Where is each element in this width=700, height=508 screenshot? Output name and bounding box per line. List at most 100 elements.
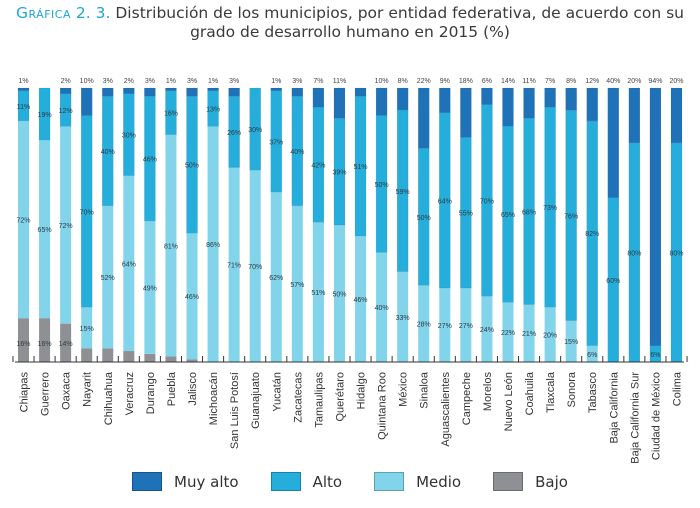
x-tick-label-puebla: Puebla (166, 371, 178, 406)
label-muy-alto-mexico: 8% (398, 78, 408, 85)
bar-medio-chihuahua (102, 205, 114, 349)
bar-muy-alto-nayarit (80, 87, 93, 116)
bar-bajo-oaxaca (60, 323, 72, 362)
bar-medio-durango (144, 220, 156, 354)
label-muy-alto-jalisco: 3% (187, 78, 197, 85)
x-tick-label-sinaloa: Sinaloa (419, 371, 431, 409)
x-tick-label-oaxaca: Oaxaca (61, 371, 73, 410)
label-alto-jalisco: 50% (185, 163, 199, 170)
x-tick-label-guerrero: Guerrero (40, 372, 52, 416)
bar-bajo-durango (144, 353, 156, 362)
bar-group-queretaro: 50% 39% 11% (332, 78, 346, 362)
bar-muy-alto-baja-california (607, 87, 620, 198)
label-muy-alto-puebla: 1% (166, 78, 176, 85)
chart-title: Gráfica 2. 3. Distribución de los munici… (0, 4, 700, 42)
label-medio-nuevo-leon: 22% (501, 330, 515, 337)
label-alto-tabasco: 82% (585, 231, 599, 238)
x-tick-label-colima: Colima (672, 371, 684, 406)
label-bajo-oaxaca: 14% (59, 341, 73, 348)
bar-group-chiapas: 16% 72% 11% 1% (16, 78, 31, 362)
x-tick-label-hidalgo: Hidalgo (356, 372, 368, 409)
label-medio-durango: 49% (143, 285, 157, 292)
stacked-bar-chart: 16% 72% 11% 1% Chiapas 16% 65% 19% Guerrero 14% 72… (12, 78, 688, 464)
legend-label-bajo: Bajo (535, 472, 568, 491)
bar-muy-alto-durango (144, 87, 156, 97)
label-muy-alto-tamaulipas: 7% (313, 78, 323, 85)
x-tick-label-veracruz: Veracruz (124, 372, 136, 415)
bar-group-yucatan: 62% 37% 1% (269, 78, 283, 362)
bar-medio-nuevo-leon (502, 302, 514, 362)
label-medio-puebla: 81% (164, 244, 178, 251)
bar-medio-tamaulipas (312, 222, 324, 362)
bar-medio-mexico (397, 271, 409, 362)
label-alto-puebla: 16% (164, 111, 178, 118)
label-medio-aguascalientes: 27% (438, 323, 452, 330)
label-muy-alto-tlaxcala: 7% (545, 78, 555, 85)
bar-alto-guerrero (38, 87, 51, 141)
legend-label-muy-alto: Muy alto (174, 472, 239, 491)
bar-group-morelos: 24% 70% 6% (480, 78, 494, 362)
label-alto-tlaxcala: 73% (543, 205, 557, 212)
label-muy-alto-tabasco: 12% (585, 78, 599, 85)
bar-medio-yucatan (270, 192, 282, 362)
label-muy-alto-sinaloa: 22% (417, 78, 431, 85)
label-medio-san-luis-potosi: 71% (227, 263, 241, 270)
x-tick-label-quintana-roo: Quintana Roo (377, 372, 389, 440)
x-tick-label-san-luis-potosi: San Luis Potosí (229, 372, 241, 449)
x-tick-label-tlaxcala: Tlaxcala (545, 371, 557, 413)
label-alto-nuevo-leon: 65% (501, 212, 515, 219)
bar-group-tabasco: 6% 82% 12% (585, 78, 599, 362)
bar-group-durango: 3%49%46%3% (143, 78, 157, 362)
bar-group-baja-california-sur: 80% 20% (627, 78, 641, 363)
label-alto-oaxaca: 12% (59, 108, 73, 115)
bar-muy-alto-yucatan (270, 87, 283, 91)
bar-group-mexico: 33% 59% 8% (396, 78, 410, 362)
bar-muy-alto-nuevo-leon (502, 87, 514, 127)
label-alto-san-luis-potosi: 26% (227, 130, 241, 137)
label-alto-sinaloa: 50% (417, 215, 431, 222)
legend-item-bajo: Bajo (493, 472, 568, 491)
bar-muy-alto-tlaxcala (544, 87, 556, 108)
legend: Muy alto Alto Medio Bajo (0, 472, 700, 491)
title-number: 2. 3. (75, 4, 111, 22)
bar-group-puebla: 2%81%16%1% (164, 78, 178, 362)
label-medio-chiapas: 72% (16, 218, 30, 225)
label-medio-yucatan: 62% (269, 275, 283, 282)
label-muy-alto-morelos: 6% (482, 78, 492, 85)
label-medio-chihuahua: 52% (101, 275, 115, 282)
bar-muy-alto-zacatecas (291, 87, 304, 97)
bar-alto-nuevo-leon (502, 125, 514, 303)
bar-muy-alto-michoacan (207, 87, 219, 91)
bar-muy-alto-chihuahua (102, 87, 114, 97)
bar-group-guerrero: 16% 65% 19% (38, 87, 52, 362)
bar-medio-guerrero (39, 140, 51, 319)
label-alto-ciudad-de-mexico: 6% (650, 352, 660, 359)
label-medio-morelos: 24% (480, 327, 494, 334)
bar-medio-tabasco (586, 345, 598, 362)
bar-group-oaxaca: 14% 72% 12% 2% (59, 78, 73, 362)
x-tick-label-chiapas: Chiapas (19, 372, 31, 413)
title-line-1: Gráfica 2. 3. Distribución de los munici… (0, 4, 700, 23)
legend-swatch-alto (270, 472, 301, 491)
bar-bajo-nayarit (81, 348, 93, 362)
x-tick-label-baja-california-sur: Baja California Sur (629, 372, 641, 464)
bar-medio-nayarit (81, 307, 93, 349)
bar-group-ciudad-de-mexico: 6% 94% (648, 78, 662, 363)
x-tick-label-michoacan: Michoacán (208, 372, 220, 425)
label-alto-nayarit: 70% (80, 209, 94, 216)
x-tick-label-durango: Durango (145, 372, 157, 414)
bar-alto-guanajuato (249, 87, 261, 171)
bar-group-jalisco: 1%46%50%3% (185, 78, 199, 362)
label-muy-alto-zacatecas: 3% (292, 78, 302, 85)
bar-group-tlaxcala: 20% 73% 7% (543, 78, 557, 362)
label-medio-hidalgo: 46% (354, 297, 368, 304)
label-alto-sonora: 76% (564, 213, 578, 220)
bar-medio-sonora (565, 320, 577, 362)
legend-item-alto: Alto (270, 472, 342, 491)
bar-medio-tlaxcala (544, 307, 556, 362)
bar-muy-alto-baja-california-sur (628, 87, 641, 144)
label-medio-coahuila: 21% (522, 331, 536, 338)
x-tick-label-zacatecas: Zacatecas (292, 372, 304, 423)
label-muy-alto-oaxaca: 2% (61, 78, 71, 85)
x-tick-label-coahuila: Coahuila (524, 371, 536, 415)
